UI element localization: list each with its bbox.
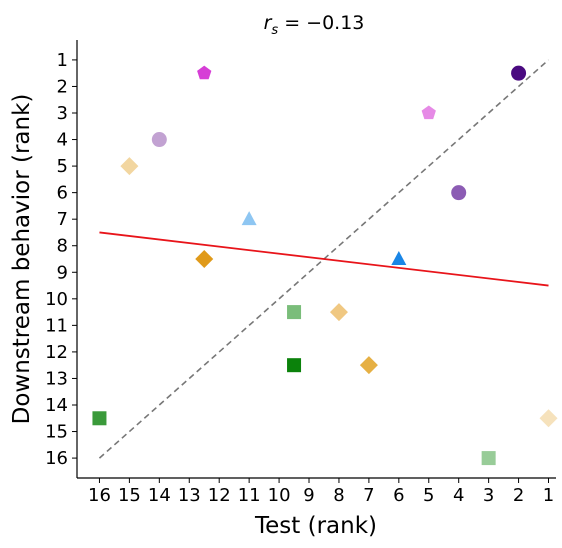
data-point-13 (451, 185, 467, 201)
x-tick-label: 5 (423, 485, 434, 506)
x-tick-label: 7 (363, 485, 374, 506)
x-tick-label: 16 (88, 485, 111, 506)
y-tick-label: 4 (57, 130, 68, 151)
y-tick-label: 16 (45, 448, 68, 469)
fit-line (99, 231, 549, 287)
data-point-1 (92, 411, 107, 426)
x-tick-label: 6 (393, 485, 404, 506)
y-tick-label: 11 (45, 315, 68, 336)
y-tick-label: 7 (57, 209, 68, 230)
plot-area (92, 59, 558, 466)
x-tick-label: 3 (483, 485, 494, 506)
y-tick-label: 1 (57, 50, 68, 71)
y-tick-label: 5 (57, 156, 68, 177)
x-tick-label: 13 (178, 485, 201, 506)
x-tick-label: 4 (453, 485, 464, 506)
x-tick-label: 15 (118, 485, 141, 506)
title-value: = −0.13 (278, 12, 364, 34)
y-tick-label: 8 (57, 236, 68, 257)
chart-title: rs = −0.13 (264, 12, 365, 38)
x-tick-label: 2 (513, 485, 524, 506)
title-r: r (264, 12, 273, 34)
x-tick-label: 12 (208, 485, 231, 506)
x-tick-label: 10 (268, 485, 291, 506)
data-point-10 (359, 356, 378, 375)
data-point-4 (197, 65, 212, 80)
title-subscript: s (271, 23, 278, 38)
data-point-2 (120, 157, 139, 176)
x-tick-label: 1 (543, 485, 554, 506)
y-tick-label: 6 (57, 183, 68, 204)
y-tick-label: 12 (45, 342, 68, 363)
data-point-16 (539, 409, 558, 428)
data-point-8 (287, 358, 302, 373)
x-tick-label: 9 (303, 485, 314, 506)
y-tick-label: 14 (45, 395, 68, 416)
data-point-6 (241, 211, 257, 226)
x-tick-label: 8 (333, 485, 344, 506)
data-point-11 (391, 251, 407, 265)
data-point-14 (481, 451, 496, 466)
x-axis-label: Test (rank) (254, 513, 377, 539)
axes: 16 15 14 13 12 11 10 9 8 7 6 5 4 3 2 112345678910111213… (45, 40, 556, 506)
data-point-12 (421, 105, 436, 120)
y-tick-label: 10 (45, 289, 68, 310)
y-tick-label: 2 (57, 76, 68, 97)
data-point-15 (511, 65, 527, 81)
data-point-3 (151, 132, 167, 148)
x-tick-label: 11 (238, 485, 261, 506)
x-tick-label: 14 (148, 485, 171, 506)
y-tick-label: 3 (57, 103, 68, 124)
data-point-7 (287, 305, 302, 320)
y-tick-label: 9 (57, 262, 68, 283)
data-point-5 (195, 250, 214, 268)
y-axis-label: Downstream behavior (rank) (9, 94, 35, 425)
data-point-9 (329, 303, 348, 322)
y-tick-label: 13 (45, 368, 68, 389)
y-tick-label: 15 (45, 422, 68, 443)
